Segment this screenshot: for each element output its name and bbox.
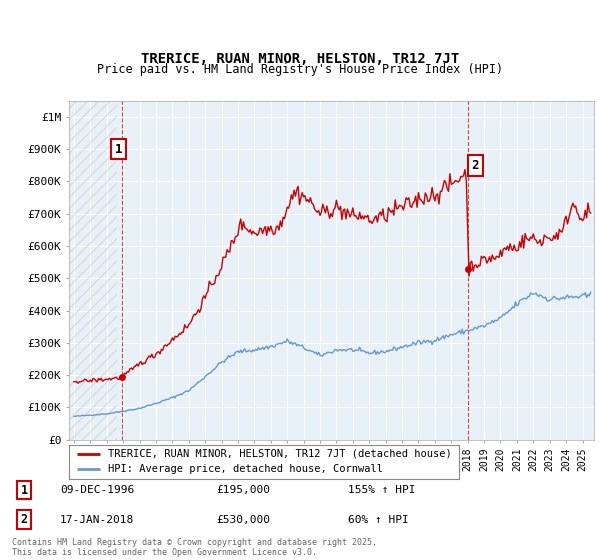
- Text: 155% ↑ HPI: 155% ↑ HPI: [348, 485, 415, 495]
- Text: 2: 2: [20, 513, 28, 526]
- Text: 1: 1: [20, 483, 28, 497]
- Text: 17-JAN-2018: 17-JAN-2018: [60, 515, 134, 525]
- Text: Price paid vs. HM Land Registry's House Price Index (HPI): Price paid vs. HM Land Registry's House …: [97, 63, 503, 77]
- Text: TRERICE, RUAN MINOR, HELSTON, TR12 7JT: TRERICE, RUAN MINOR, HELSTON, TR12 7JT: [141, 52, 459, 66]
- Bar: [69, 101, 116, 440]
- Text: 60% ↑ HPI: 60% ↑ HPI: [348, 515, 409, 525]
- Text: TRERICE, RUAN MINOR, HELSTON, TR12 7JT (detached house): TRERICE, RUAN MINOR, HELSTON, TR12 7JT (…: [108, 449, 452, 459]
- Text: £195,000: £195,000: [216, 485, 270, 495]
- Text: HPI: Average price, detached house, Cornwall: HPI: Average price, detached house, Corn…: [108, 464, 383, 474]
- Text: 2: 2: [472, 159, 479, 172]
- Text: 1: 1: [115, 143, 122, 156]
- Bar: [69, 101, 116, 440]
- Text: Contains HM Land Registry data © Crown copyright and database right 2025.
This d: Contains HM Land Registry data © Crown c…: [12, 538, 377, 557]
- Text: 09-DEC-1996: 09-DEC-1996: [60, 485, 134, 495]
- Text: £530,000: £530,000: [216, 515, 270, 525]
